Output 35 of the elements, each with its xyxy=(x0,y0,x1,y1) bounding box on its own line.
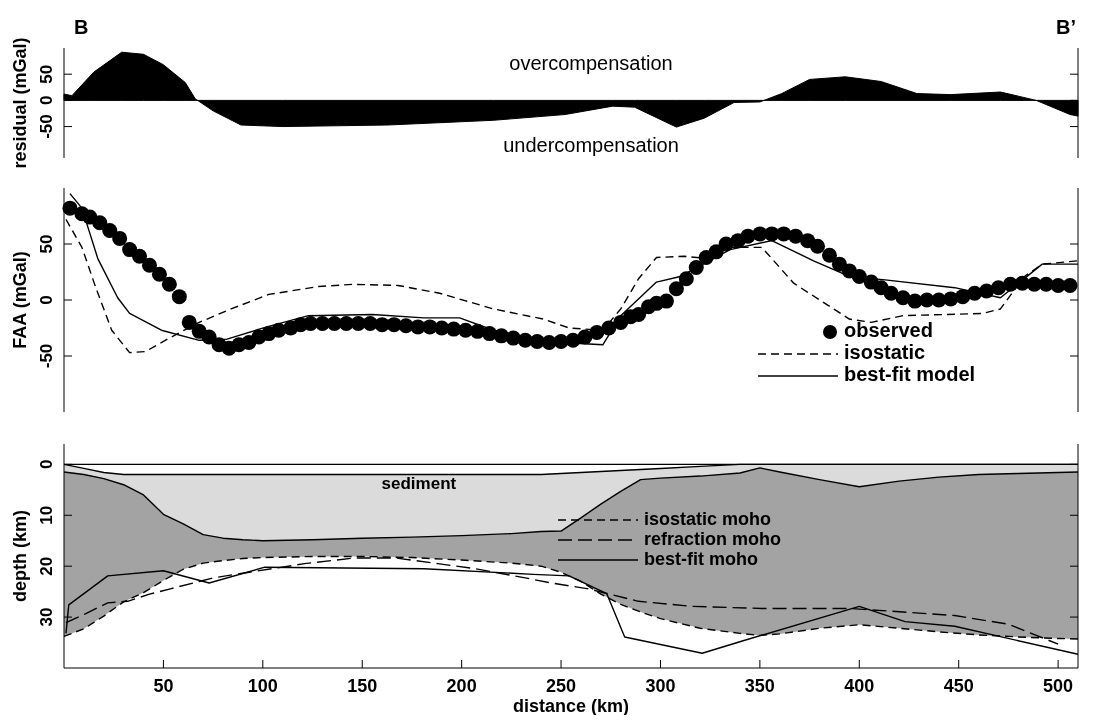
y-tick-label: 30 xyxy=(37,607,56,627)
text: B’ xyxy=(1056,16,1076,38)
y-tick-label: 0 xyxy=(37,295,56,305)
legend-label: isostatic moho xyxy=(644,508,772,529)
legend-label: best-fit moho xyxy=(644,548,758,569)
y-axis-title: residual (mGal) xyxy=(10,37,30,169)
x-tick-label: 300 xyxy=(645,676,676,696)
annotation: overcompensation xyxy=(509,52,673,74)
y-tick-label: 20 xyxy=(37,556,56,576)
x-tick-label: 500 xyxy=(1043,676,1074,696)
y-tick-label: 50 xyxy=(37,64,56,84)
x-tick-label: 250 xyxy=(546,676,577,696)
x-tick-label: 450 xyxy=(943,676,974,696)
annotation: undercompensation xyxy=(503,134,679,156)
text: B xyxy=(74,16,89,38)
x-tick-label: 150 xyxy=(347,676,378,696)
x-tick-label: 350 xyxy=(744,676,775,696)
y-tick-label: -50 xyxy=(37,114,56,139)
x-tick-label: 50 xyxy=(153,676,174,696)
y-axis-title: FAA (mGal) xyxy=(10,251,30,349)
y-tick-label: -50 xyxy=(37,343,56,369)
x-axis-title: distance (km) xyxy=(512,696,630,716)
y-tick-label: 0 xyxy=(37,459,56,470)
x-tick-label: 200 xyxy=(446,676,477,696)
y-axis-title: depth (km) xyxy=(10,510,30,602)
y-tick-label: 0 xyxy=(37,95,56,106)
legend-label: best-fit model xyxy=(844,363,976,386)
x-tick-label: 100 xyxy=(247,676,278,696)
y-tick-label: 50 xyxy=(37,234,56,254)
legend-label: observed xyxy=(844,319,933,342)
y-tick-label: 10 xyxy=(37,505,56,525)
annotation: sediment xyxy=(381,473,457,493)
x-tick-label: 400 xyxy=(844,676,875,696)
legend-label: isostatic xyxy=(844,341,926,364)
legend-label: refraction moho xyxy=(644,528,782,549)
